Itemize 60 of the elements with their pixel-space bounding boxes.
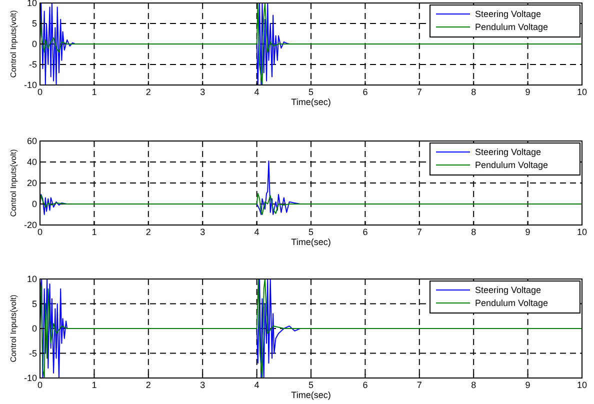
x-tick-label: 6: [362, 380, 368, 390]
legend-label: Steering Voltage: [475, 147, 542, 157]
legend-label: Pendulum Voltage: [475, 298, 548, 308]
x-tick-label: 7: [416, 87, 422, 97]
x-tick-label: 2: [146, 87, 151, 97]
legend-label: Pendulum Voltage: [475, 160, 548, 170]
x-tick-label: 4: [254, 227, 260, 237]
x-tick-label: 3: [200, 227, 206, 237]
y-tick-label: -5: [28, 60, 37, 70]
y-tick-label: -5: [28, 348, 37, 358]
x-tick-label: 1: [92, 227, 97, 237]
y-tick-label: 10: [26, 274, 37, 284]
x-tick-label: 8: [471, 380, 476, 390]
y-tick-label: -10: [24, 80, 37, 90]
x-axis-title: Time(sec): [291, 97, 331, 107]
y-tick-label: 60: [26, 136, 37, 146]
y-tick-label: 0: [32, 39, 37, 49]
x-tick-label: 9: [525, 227, 530, 237]
x-axis-title: Time(sec): [291, 237, 331, 247]
x-tick-label: 5: [308, 227, 314, 237]
y-tick-label: 40: [26, 157, 37, 167]
line-series: [40, 193, 582, 215]
x-tick-label: 6: [362, 227, 368, 237]
x-axis-title: Time(sec): [291, 390, 331, 400]
legend-label: Steering Voltage: [475, 9, 542, 19]
x-tick-label: 8: [471, 227, 476, 237]
x-tick-label: 1: [92, 87, 97, 97]
x-tick-label: 10: [576, 380, 588, 390]
x-tick-label: 4: [254, 87, 260, 97]
x-tick-label: 5: [308, 87, 314, 97]
x-tick-label: 1: [92, 380, 97, 390]
x-tick-label: 10: [576, 87, 588, 97]
y-tick-label: 20: [26, 178, 37, 188]
y-tick-label: 5: [32, 18, 37, 28]
y-axis-title: Control Inputs(volt): [9, 148, 18, 217]
x-tick-label: 7: [416, 380, 422, 390]
x-tick-label: 5: [308, 380, 314, 390]
x-tick-label: 10: [576, 227, 588, 237]
y-tick-label: 10: [26, 0, 37, 8]
y-axis-title: Control Inputs(volt): [9, 10, 18, 78]
y-tick-label: -10: [24, 373, 37, 383]
y-tick-label: -20: [24, 220, 37, 230]
y-axis-title: Control Inputs(volt): [9, 294, 18, 362]
x-tick-label: 2: [146, 380, 151, 390]
line-series: [40, 279, 582, 378]
x-tick-label: 3: [200, 380, 206, 390]
legend-label: Steering Voltage: [475, 285, 542, 295]
y-tick-label: 0: [32, 199, 37, 209]
x-tick-label: 9: [525, 380, 530, 390]
x-tick-label: 9: [525, 87, 530, 97]
legend-label: Pendulum Voltage: [475, 22, 548, 32]
x-tick-label: 8: [471, 87, 476, 97]
y-tick-label: 0: [32, 324, 37, 334]
x-tick-label: 6: [362, 87, 368, 97]
x-tick-label: 2: [146, 227, 151, 237]
line-series: [40, 3, 582, 85]
x-tick-label: 3: [200, 87, 206, 97]
x-tick-label: 4: [254, 380, 260, 390]
y-tick-label: 5: [32, 298, 37, 309]
x-tick-label: 7: [416, 227, 422, 237]
